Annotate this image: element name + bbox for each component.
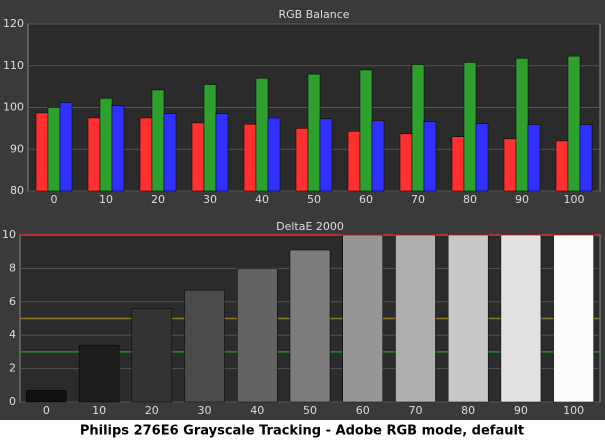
- bar: [289, 249, 331, 403]
- bar: [163, 113, 177, 192]
- bar: [307, 73, 321, 192]
- y-tick-label: 6: [9, 295, 16, 308]
- x-tick-label: 50: [303, 404, 317, 417]
- bar: [371, 120, 385, 192]
- bar: [184, 289, 225, 403]
- x-tick-label: 40: [250, 404, 264, 417]
- bar: [447, 234, 489, 403]
- x-tick-label: 30: [203, 193, 217, 206]
- bar: [243, 123, 257, 192]
- bar: [553, 234, 594, 403]
- bar: [26, 390, 67, 403]
- x-tick-label: 80: [461, 404, 475, 417]
- x-tick-label: 10: [99, 193, 113, 206]
- x-tick-label: 90: [515, 193, 529, 206]
- x-tick-label: 100: [564, 193, 585, 206]
- x-tick-label: 30: [198, 404, 212, 417]
- bar: [515, 57, 529, 192]
- y-tick-label: 120: [3, 17, 24, 30]
- y-tick-label: 4: [9, 328, 16, 341]
- bar: [500, 234, 542, 403]
- y-tick-label: 0: [9, 395, 16, 408]
- y-tick-label: 80: [10, 184, 24, 197]
- bar: [237, 268, 278, 403]
- bar: [255, 78, 269, 192]
- bar: [423, 121, 437, 192]
- bar: [463, 62, 477, 192]
- bar: [319, 118, 333, 192]
- bar: [203, 84, 217, 192]
- bar: [475, 123, 489, 192]
- bar: [99, 98, 113, 192]
- bar: [395, 234, 436, 403]
- bar: [78, 344, 120, 403]
- bar: [503, 138, 517, 192]
- x-tick-label: 70: [408, 404, 422, 417]
- x-tick-label: 40: [255, 193, 269, 206]
- x-tick-label: 60: [359, 193, 373, 206]
- x-tick-label: 80: [463, 193, 477, 206]
- bar: [87, 117, 101, 192]
- y-tick-label: 110: [3, 59, 24, 72]
- bar: [411, 64, 425, 192]
- x-tick-label: 0: [51, 193, 58, 206]
- x-tick-label: 50: [307, 193, 321, 206]
- bar: [347, 131, 361, 192]
- bar: [342, 234, 383, 403]
- x-tick-label: 100: [563, 404, 584, 417]
- x-tick-label: 0: [43, 404, 50, 417]
- x-tick-label: 10: [92, 404, 106, 417]
- x-tick-label: 70: [411, 193, 425, 206]
- bar: [215, 113, 229, 192]
- x-tick-label: 20: [145, 404, 159, 417]
- x-tick-label: 20: [151, 193, 165, 206]
- bar: [47, 107, 61, 192]
- caption: Philips 276E6 Grayscale Tracking - Adobe…: [80, 424, 524, 439]
- bar: [131, 308, 173, 403]
- bar: [59, 102, 73, 192]
- chart-title: RGB Balance: [278, 8, 349, 21]
- y-tick-label: 8: [9, 261, 16, 274]
- bar: [295, 128, 309, 192]
- bar: [139, 117, 153, 192]
- bar: [579, 124, 593, 192]
- y-tick-label: 90: [10, 142, 24, 155]
- bar: [151, 89, 165, 192]
- bar: [267, 117, 281, 192]
- bar: [191, 122, 205, 192]
- bar: [555, 140, 569, 192]
- y-tick-label: 10: [2, 228, 16, 241]
- x-tick-label: 60: [356, 404, 370, 417]
- bar: [527, 124, 541, 192]
- y-tick-label: 2: [9, 362, 16, 375]
- bar: [111, 105, 125, 192]
- chart-title: DeltaE 2000: [276, 220, 344, 233]
- bar: [451, 136, 465, 192]
- bar: [35, 112, 49, 192]
- bar: [399, 133, 413, 192]
- y-tick-label: 100: [3, 101, 24, 114]
- caption-bg: [0, 420, 605, 441]
- x-tick-label: 90: [514, 404, 528, 417]
- bar: [567, 55, 581, 192]
- bar: [359, 69, 373, 192]
